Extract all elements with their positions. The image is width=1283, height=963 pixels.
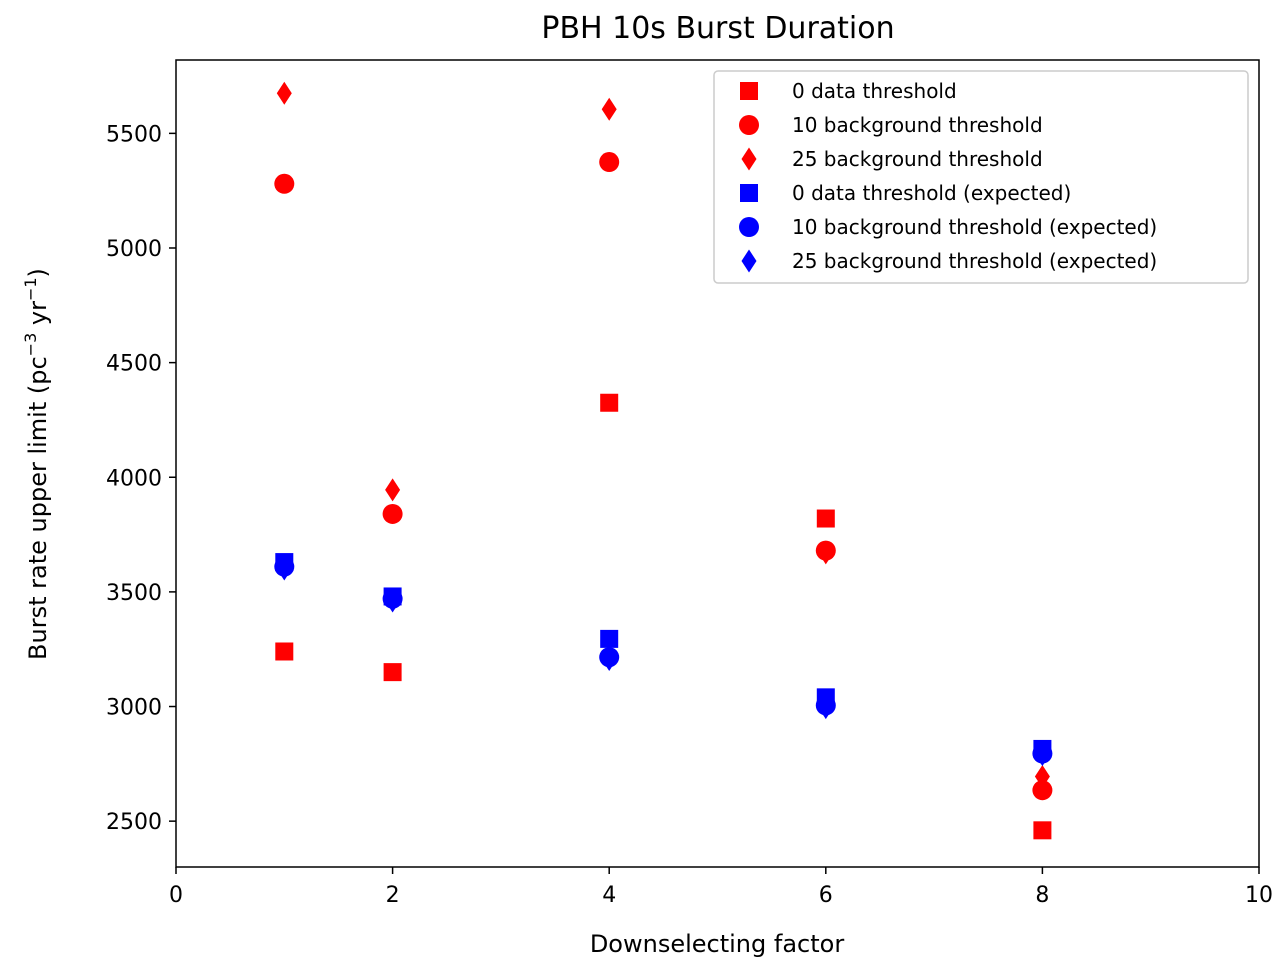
data-point [1033,821,1052,840]
chart-title: PBH 10s Burst Duration [541,11,894,46]
data-point [818,696,834,720]
x-tick-label: 6 [819,883,833,908]
y-tick-label: 3000 [106,696,162,721]
data-point [274,173,295,194]
legend-marker [739,217,759,237]
data-point [601,97,617,121]
series-2 [276,81,1050,788]
data-point [276,81,292,105]
legend-entry-label: 10 background threshold (expected) [792,215,1157,239]
y-axis-label: Burst rate upper limit (pc−3 yr−1) [21,268,52,660]
x-axis: 0 2 4 6 8 10 [169,867,1273,908]
data-point [385,478,401,502]
y-tick-label: 5500 [106,122,162,147]
legend-marker [739,115,759,135]
data-point [818,541,834,565]
series-0 [275,393,1052,840]
data-point [1034,764,1050,788]
y-axis-label-exp1: −3 [21,333,40,357]
legend-entry-label: 10 background threshold [792,113,1043,137]
data-point [1032,780,1053,801]
data-point [385,589,401,613]
y-tick-label: 3500 [106,581,162,606]
data-point [601,648,617,672]
x-tick-label: 0 [169,883,183,908]
y-axis-label-mid: yr [24,301,52,333]
y-tick-label: 4000 [106,466,162,491]
legend-entry-label: 25 background threshold [792,147,1043,171]
series-5 [276,557,1050,767]
legend-entry-label: 0 data threshold [792,79,957,103]
legend-entry-label: 0 data threshold (expected) [792,181,1071,205]
data-point [382,503,403,524]
axes-frame [175,59,1260,868]
y-axis-label-main: Burst rate upper limit (pc [24,356,52,660]
data-point [1034,743,1050,767]
plot-area [274,81,1053,840]
legend-marker [741,249,757,273]
data-point [383,663,402,682]
x-tick-label: 4 [602,883,616,908]
y-tick-label: 5000 [106,237,162,262]
x-tick-label: 10 [1245,883,1273,908]
legend-marker [740,82,758,100]
y-axis-label-exp2: −1 [21,277,40,301]
data-point [276,557,292,581]
x-tick-label: 2 [386,883,400,908]
data-point [599,152,620,173]
data-point [275,642,294,661]
x-tick-label: 8 [1035,883,1049,908]
legend-box [713,70,1249,284]
y-tick-label: 2500 [106,810,162,835]
data-point [600,393,619,412]
legend-marker [740,184,758,202]
y-axis: 2500 3000 3500 4000 4500 5000 5500 [106,122,176,835]
legend: 0 data threshold 10 background threshold 2… [713,70,1249,284]
legend-entry-label: 25 background threshold (expected) [792,249,1157,273]
x-axis-label: Downselecting factor [590,930,845,958]
y-tick-label: 4500 [106,352,162,377]
data-point [816,509,835,528]
legend-marker [741,147,757,171]
data-point [600,629,619,648]
y-axis-label-end: ) [24,268,52,277]
